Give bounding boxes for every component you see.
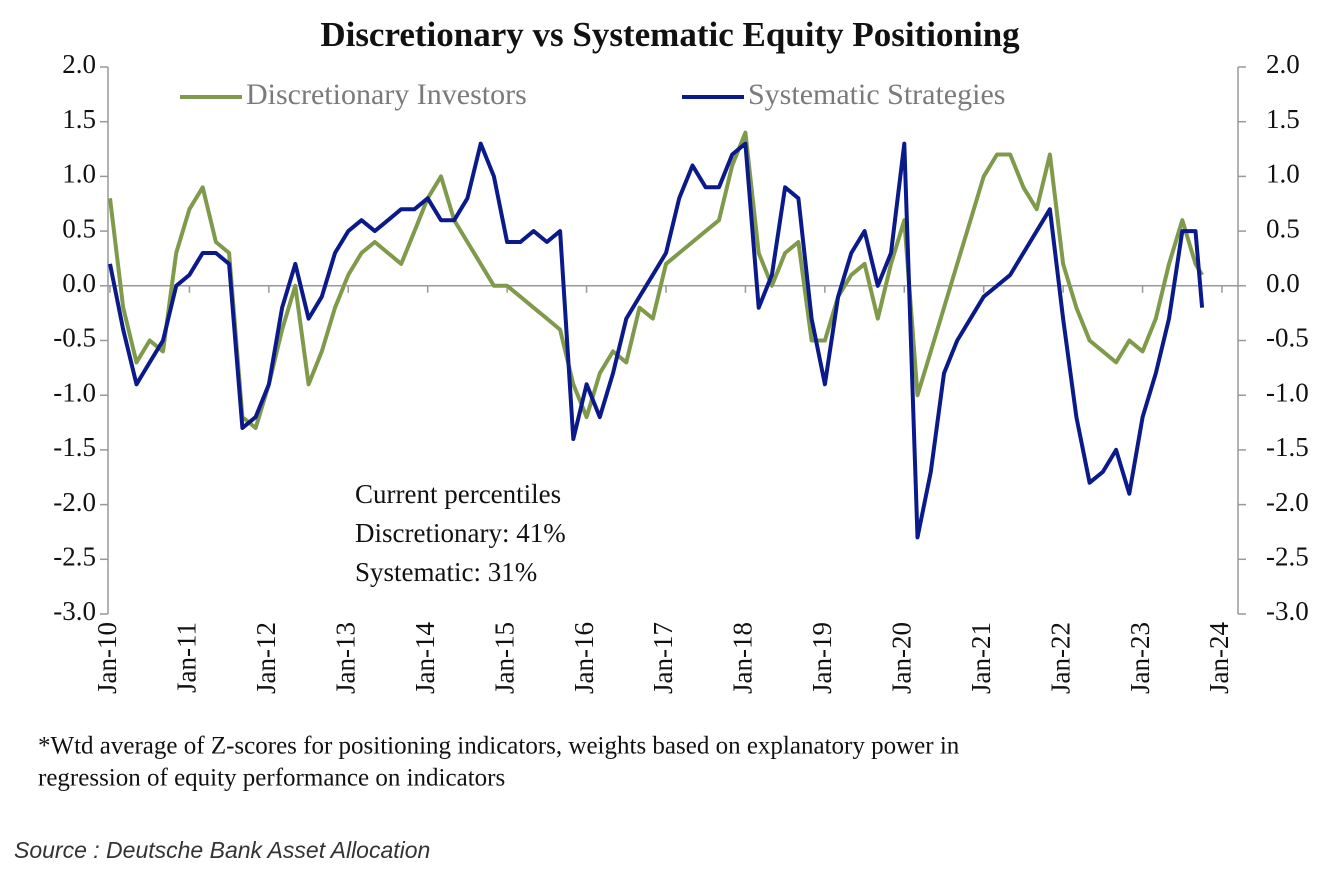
y-tick-label: 2.0 bbox=[62, 49, 96, 79]
x-tick-label: Jan-19 bbox=[807, 622, 837, 694]
y-tick-label: -0.5 bbox=[53, 323, 96, 353]
footnote: *Wtd average of Z-scores for positioning… bbox=[38, 733, 960, 760]
x-tick-label: Jan-18 bbox=[728, 622, 758, 694]
x-tick-label: Jan-13 bbox=[330, 622, 360, 694]
y-tick-label: 0.5 bbox=[62, 213, 96, 243]
x-tick-label: Jan-20 bbox=[886, 622, 916, 694]
annotation: Discretionary: 41% bbox=[355, 518, 566, 548]
x-tick-label: Jan-16 bbox=[569, 622, 599, 694]
y2-tick-label: 0.0 bbox=[1266, 268, 1300, 298]
y2-tick-label: -2.5 bbox=[1266, 542, 1309, 572]
legend-label: Systematic Strategies bbox=[748, 78, 1005, 111]
y2-tick-label: 1.5 bbox=[1266, 104, 1300, 134]
source: Source : Deutsche Bank Asset Allocation bbox=[14, 837, 430, 863]
y-tick-label: -1.5 bbox=[53, 432, 96, 462]
y2-tick-label: 0.5 bbox=[1266, 213, 1300, 243]
x-tick-label: Jan-15 bbox=[489, 622, 519, 694]
y-tick-label: -3.0 bbox=[53, 596, 96, 626]
series-line bbox=[108, 141, 1205, 540]
x-tick-label: Jan-12 bbox=[251, 622, 281, 694]
x-tick-label: Jan-14 bbox=[410, 622, 440, 694]
y2-tick-label: 2.0 bbox=[1266, 49, 1300, 79]
y2-tick-label: -2.0 bbox=[1266, 487, 1309, 517]
y-tick-label: 1.0 bbox=[62, 159, 96, 189]
x-tick-label: Jan-23 bbox=[1125, 622, 1155, 694]
y-tick-label: -1.0 bbox=[53, 377, 96, 407]
chart-title: Discretionary vs Systematic Equity Posit… bbox=[320, 15, 1020, 54]
y-tick-label: 0.0 bbox=[62, 268, 96, 298]
x-tick-label: Jan-24 bbox=[1204, 622, 1234, 694]
y-tick-label: -2.0 bbox=[53, 487, 96, 517]
annotation: Systematic: 31% bbox=[355, 557, 537, 587]
y2-tick-label: -1.5 bbox=[1266, 432, 1309, 462]
y2-tick-label: -1.0 bbox=[1266, 377, 1309, 407]
footnote: regression of equity performance on indi… bbox=[38, 765, 505, 792]
y-tick-label: -2.5 bbox=[53, 542, 96, 572]
x-tick-label: Jan-10 bbox=[92, 622, 122, 694]
y2-tick-label: -0.5 bbox=[1266, 323, 1309, 353]
x-tick-label: Jan-21 bbox=[966, 622, 996, 694]
x-tick-label: Jan-11 bbox=[172, 622, 202, 693]
x-tick-label: Jan-22 bbox=[1045, 622, 1075, 694]
y-tick-label: 1.5 bbox=[62, 104, 96, 134]
annotation: Current percentiles bbox=[355, 479, 561, 509]
y2-tick-label: 1.0 bbox=[1266, 159, 1300, 189]
y2-tick-label: -3.0 bbox=[1266, 596, 1309, 626]
x-tick-label: Jan-17 bbox=[648, 622, 678, 694]
series-line bbox=[108, 130, 1204, 430]
legend-label: Discretionary Investors bbox=[246, 78, 527, 111]
